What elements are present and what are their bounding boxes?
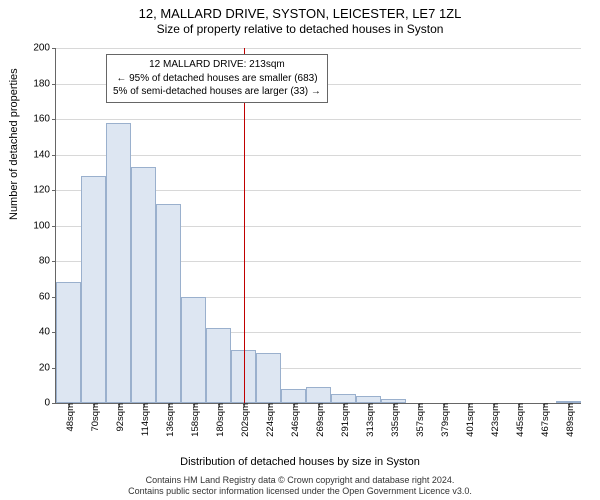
annotation-box: 12 MALLARD DRIVE: 213sqm ← 95% of detach…: [106, 54, 328, 103]
histogram-bar: [206, 328, 231, 403]
xtick-label: 467sqm: [537, 403, 551, 437]
xtick-label: 269sqm: [312, 403, 326, 437]
histogram-bar: [256, 353, 281, 403]
xtick-label: 313sqm: [362, 403, 376, 437]
ytick-label: 200: [33, 43, 56, 54]
ytick-label: 120: [33, 185, 56, 196]
ytick-label: 60: [39, 291, 56, 302]
y-axis-label: Number of detached properties: [8, 68, 20, 220]
page-title: 12, MALLARD DRIVE, SYSTON, LEICESTER, LE…: [0, 0, 600, 21]
grid-line: [56, 119, 581, 120]
ytick-label: 0: [44, 398, 56, 409]
attribution-line1: Contains HM Land Registry data © Crown c…: [0, 475, 600, 487]
xtick-label: 423sqm: [487, 403, 501, 437]
annotation-line1: 12 MALLARD DRIVE: 213sqm: [113, 58, 321, 72]
xtick-label: 401sqm: [462, 403, 476, 437]
grid-line: [56, 48, 581, 49]
xtick-label: 445sqm: [512, 403, 526, 437]
xtick-label: 202sqm: [237, 403, 251, 437]
xtick-label: 489sqm: [562, 403, 576, 437]
xtick-label: 158sqm: [187, 403, 201, 437]
histogram-bar: [156, 204, 181, 403]
xtick-label: 291sqm: [337, 403, 351, 437]
ytick-label: 20: [39, 362, 56, 373]
xtick-label: 379sqm: [437, 403, 451, 437]
ytick-label: 80: [39, 256, 56, 267]
xtick-label: 70sqm: [87, 403, 101, 432]
xtick-label: 180sqm: [212, 403, 226, 437]
histogram-bar: [81, 176, 106, 403]
attribution-line2: Contains public sector information licen…: [0, 486, 600, 498]
annotation-line2: ← 95% of detached houses are smaller (68…: [113, 72, 321, 86]
attribution: Contains HM Land Registry data © Crown c…: [0, 475, 600, 498]
ytick-label: 160: [33, 114, 56, 125]
xtick-label: 335sqm: [387, 403, 401, 437]
histogram-bar: [281, 389, 306, 403]
xtick-label: 114sqm: [137, 403, 151, 436]
ytick-label: 180: [33, 78, 56, 89]
ytick-label: 40: [39, 327, 56, 338]
xtick-label: 246sqm: [287, 403, 301, 437]
ytick-label: 100: [33, 220, 56, 231]
histogram-bar: [131, 167, 156, 403]
grid-line: [56, 155, 581, 156]
ytick-label: 140: [33, 149, 56, 160]
chart-plot-area: 02040608010012014016018020048sqm70sqm92s…: [55, 48, 581, 404]
xtick-label: 357sqm: [412, 403, 426, 437]
xtick-label: 92sqm: [112, 403, 126, 432]
histogram-bar: [331, 394, 356, 403]
histogram-bar: [306, 387, 331, 403]
xtick-label: 136sqm: [162, 403, 176, 437]
x-axis-label: Distribution of detached houses by size …: [0, 456, 600, 468]
histogram-bar: [106, 123, 131, 403]
histogram-bar: [181, 297, 206, 404]
histogram-bar: [56, 282, 81, 403]
chart-container: 12, MALLARD DRIVE, SYSTON, LEICESTER, LE…: [0, 0, 600, 500]
annotation-line3: 5% of semi-detached houses are larger (3…: [113, 85, 321, 99]
page-subtitle: Size of property relative to detached ho…: [0, 21, 600, 36]
xtick-label: 224sqm: [262, 403, 276, 437]
xtick-label: 48sqm: [62, 403, 76, 432]
